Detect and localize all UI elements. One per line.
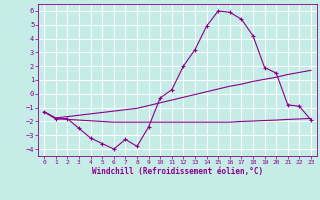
X-axis label: Windchill (Refroidissement éolien,°C): Windchill (Refroidissement éolien,°C) xyxy=(92,167,263,176)
